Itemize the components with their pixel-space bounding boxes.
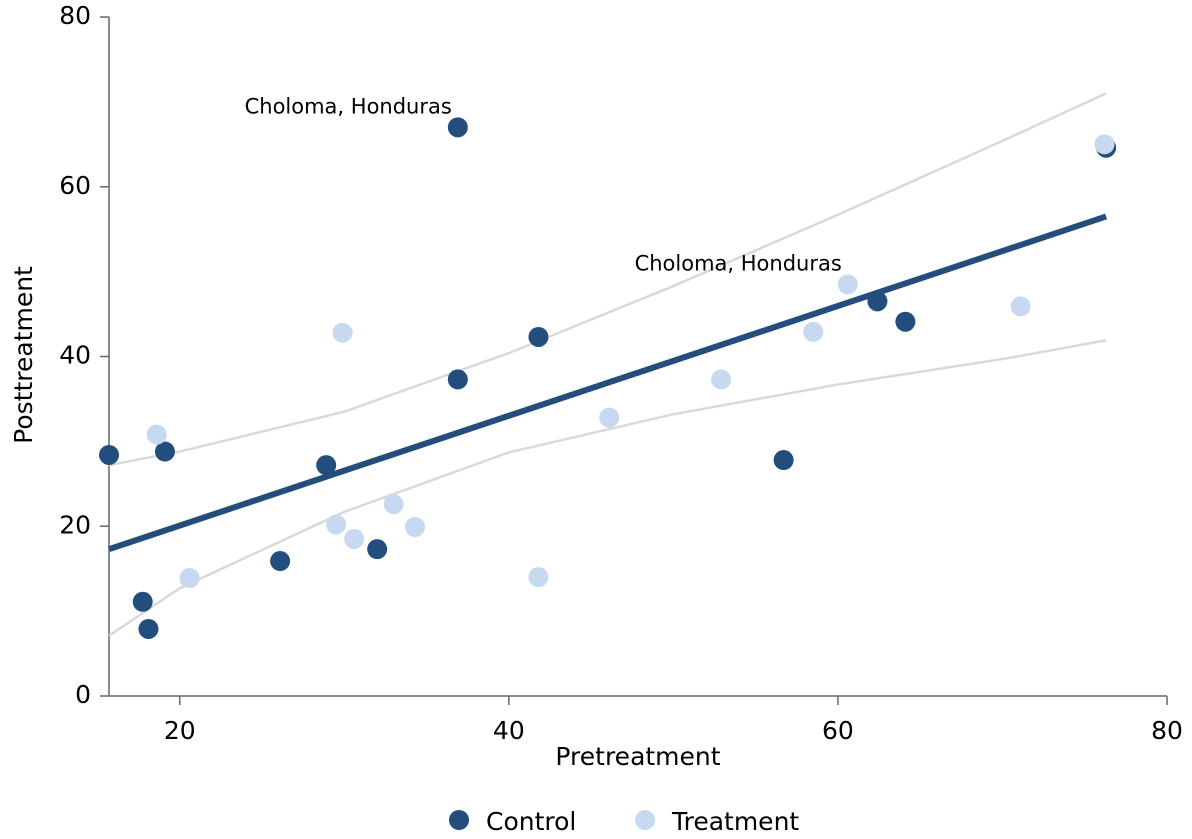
point — [146, 424, 167, 445]
legend-label: Treatment — [671, 807, 799, 836]
point — [179, 568, 200, 589]
point — [711, 369, 732, 390]
annotation: Choloma, Honduras — [635, 251, 842, 275]
y-tick-label: 60 — [59, 171, 91, 200]
point — [837, 274, 858, 295]
annotation: Choloma, Honduras — [245, 94, 452, 118]
legend-marker — [635, 810, 655, 830]
point — [447, 369, 468, 390]
point — [383, 494, 404, 515]
point — [405, 517, 426, 538]
point — [895, 311, 916, 332]
point — [1094, 134, 1115, 155]
point — [344, 528, 365, 549]
legend-marker — [449, 810, 469, 830]
y-tick-label: 40 — [59, 341, 91, 370]
y-axis-label: Posttreatment — [9, 266, 38, 444]
point — [326, 514, 347, 535]
point — [154, 441, 175, 462]
legend-label: Control — [486, 807, 576, 836]
point — [803, 321, 824, 342]
point — [867, 291, 888, 312]
point — [773, 450, 794, 471]
point — [528, 326, 549, 347]
x-tick-label: 80 — [1151, 716, 1183, 745]
ci-lower — [108, 339, 1107, 637]
point — [332, 322, 353, 343]
fit-line — [108, 213, 1108, 553]
point — [99, 444, 119, 465]
x-tick-label: 40 — [493, 716, 525, 745]
ci-upper — [108, 92, 1107, 467]
y-tick-label: 20 — [59, 510, 91, 539]
point — [599, 407, 620, 428]
point — [270, 551, 291, 572]
y-tick-label: 0 — [75, 680, 91, 709]
y-tick-label: 80 — [59, 1, 91, 30]
point — [447, 117, 468, 138]
point — [132, 591, 153, 612]
point — [138, 618, 159, 639]
point — [528, 567, 549, 588]
x-tick-label: 20 — [164, 716, 196, 745]
x-axis-label: Pretreatment — [555, 742, 720, 771]
x-tick-label: 60 — [822, 716, 854, 745]
point — [316, 455, 337, 476]
point — [1010, 296, 1031, 317]
point — [367, 539, 388, 560]
